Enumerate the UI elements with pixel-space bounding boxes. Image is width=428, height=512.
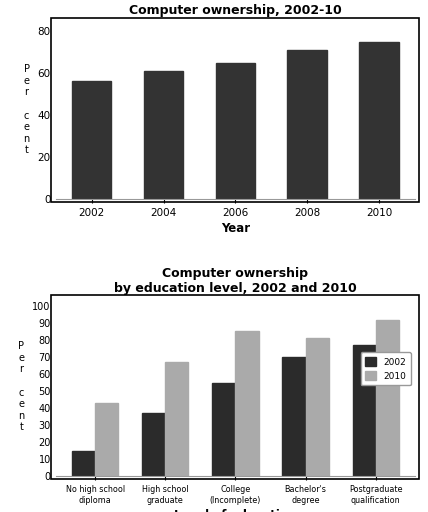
- Bar: [216, 62, 255, 199]
- Bar: [144, 71, 183, 199]
- Legend: 2002, 2010: 2002, 2010: [361, 352, 410, 386]
- Bar: [95, 403, 118, 476]
- Y-axis label: P
e
r
 
c
e
n
t: P e r c e n t: [18, 341, 24, 433]
- X-axis label: Level of education: Level of education: [174, 509, 297, 512]
- Bar: [212, 382, 235, 476]
- X-axis label: Year: Year: [221, 222, 250, 236]
- Bar: [353, 345, 376, 476]
- Bar: [72, 451, 95, 476]
- Bar: [282, 357, 306, 476]
- Bar: [142, 413, 165, 476]
- Bar: [165, 362, 188, 476]
- Title: Computer ownership, 2002-10: Computer ownership, 2002-10: [129, 4, 342, 16]
- Bar: [288, 50, 327, 199]
- Bar: [235, 331, 259, 476]
- Title: Computer ownership
by education level, 2002 and 2010: Computer ownership by education level, 2…: [114, 267, 357, 295]
- Bar: [360, 41, 399, 199]
- Y-axis label: P
e
r
 
c
e
n
t: P e r c e n t: [24, 64, 30, 156]
- Bar: [306, 338, 329, 476]
- Bar: [72, 81, 111, 199]
- Bar: [376, 319, 399, 476]
